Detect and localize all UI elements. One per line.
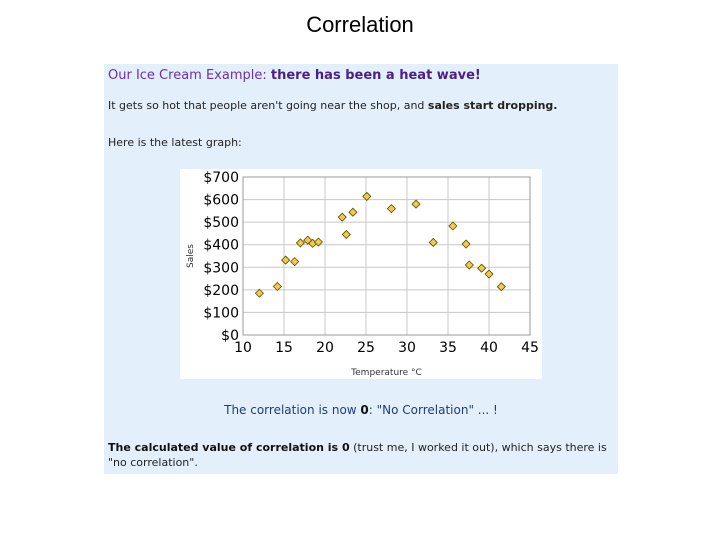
content-panel: Our Ice Cream Example: there has been a …: [104, 64, 618, 474]
scatter-chart-svg: $0 $100 $200 $300 $400 $500 $600 $700 10 15 20 25 30…: [186, 170, 539, 378]
data-point: [362, 191, 372, 201]
heading-bold: there has been a heat wave!: [270, 68, 481, 83]
data-point: [272, 281, 283, 292]
data-point: [386, 204, 396, 214]
x-tick-label: 15: [275, 340, 293, 356]
y-tick-label: $200: [203, 283, 239, 299]
x-tick-label: 20: [316, 340, 334, 356]
data-point: [464, 260, 474, 270]
x-tick-label: 40: [480, 340, 498, 356]
data-point: [411, 199, 421, 209]
data-point: [461, 239, 471, 249]
caption-suffix: : "No Correlation" ... !: [368, 403, 498, 417]
graph-intro: Here is the latest graph:: [108, 136, 242, 149]
data-point: [290, 257, 300, 267]
x-tick-label: 25: [357, 340, 375, 356]
heading-prefix: Our Ice Cream Example:: [108, 68, 271, 83]
intro-line: It gets so hot that people aren't going …: [108, 99, 557, 112]
x-tick-label: 30: [398, 340, 416, 356]
data-point: [313, 237, 324, 247]
y-tick-label: $100: [203, 305, 239, 321]
data-point: [496, 282, 506, 292]
footnote: The calculated value of correlation is 0…: [108, 440, 614, 470]
footnote-rest: (trust me, I worked it out), which says …: [108, 441, 607, 469]
data-point: [448, 221, 458, 231]
y-tick-label: $500: [203, 215, 239, 231]
data-point: [337, 212, 347, 222]
data-point: [295, 238, 305, 248]
data-point: [281, 255, 291, 265]
data-point: [348, 207, 358, 217]
y-axis-label: Sales: [186, 244, 196, 268]
y-tick-label: $600: [203, 193, 239, 209]
x-axis-label: Temperature °C: [350, 368, 422, 378]
plot-area-frame: [242, 176, 531, 336]
slide-title: Correlation: [306, 12, 414, 37]
intro-text: It gets so hot that people aren't going …: [108, 99, 428, 112]
caption-bold: 0: [360, 403, 369, 417]
scatter-chart: $0 $100 $200 $300 $400 $500 $600 $700 10 15 20 25 30…: [180, 169, 542, 379]
panel-heading: Our Ice Cream Example: there has been a …: [108, 68, 481, 83]
data-point: [477, 263, 487, 273]
y-tick-label: $300: [203, 260, 239, 276]
x-tick-label: 45: [521, 340, 539, 356]
data-point: [484, 269, 494, 279]
correlation-caption: The correlation is now 0: "No Correlatio…: [104, 403, 618, 417]
caption-prefix: The correlation is now: [224, 403, 361, 417]
intro-bold: sales start dropping.: [427, 99, 558, 112]
y-tick-label: $700: [203, 170, 239, 186]
footnote-bold: The calculated value of correlation is 0: [108, 441, 350, 454]
x-tick-label: 35: [439, 340, 457, 356]
y-tick-label: $400: [203, 238, 239, 254]
data-point: [428, 237, 438, 248]
y-tick-label: $0: [221, 328, 239, 344]
data-point: [254, 288, 264, 298]
data-point: [341, 229, 351, 240]
x-tick-label: 10: [234, 340, 252, 356]
